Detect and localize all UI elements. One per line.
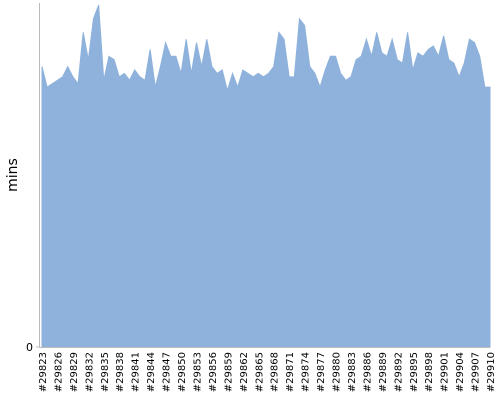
x-tick-label: #29886 (362, 352, 373, 392)
x-tick-label: #29898 (424, 352, 435, 392)
x-tick-label: #29835 (100, 352, 111, 392)
x-tick-label: #29859 (223, 352, 234, 392)
x-tick-label: #29856 (208, 352, 219, 392)
x-tick-label: #29853 (192, 352, 203, 392)
x-tick-label: #29904 (455, 352, 466, 392)
x-tick-label: #29844 (146, 352, 157, 392)
y-tick-label: 0 (26, 341, 33, 354)
x-tick-label: #29832 (84, 352, 95, 392)
x-tick-label: #29874 (301, 352, 312, 392)
x-tick-label: #29865 (254, 352, 265, 392)
x-tick-label: #29883 (347, 352, 358, 392)
x-tick-label: #29823 (38, 352, 49, 392)
x-tick-label: #29829 (69, 352, 80, 392)
x-tick-label: #29892 (393, 352, 404, 392)
x-tick-label: #29847 (162, 352, 173, 392)
x-tick-label: #29841 (131, 352, 142, 392)
y-axis-label: mins (5, 158, 21, 192)
x-tick-label: #29868 (270, 352, 281, 392)
x-tick-label: #29901 (440, 352, 451, 392)
x-tick-label: #29871 (285, 352, 296, 392)
x-tick-label: #29877 (316, 352, 327, 392)
x-tick-label: #29838 (115, 352, 126, 392)
x-tick-label: #29862 (239, 352, 250, 392)
x-tick-label: #29907 (471, 352, 482, 392)
x-tick-label: #29889 (378, 352, 389, 392)
x-tick-label: #29850 (177, 352, 188, 392)
x-tick-label: #29895 (409, 352, 420, 392)
area (41, 4, 491, 348)
x-tick-label: #29880 (332, 352, 343, 392)
x-tick-label: #29826 (53, 352, 64, 392)
x-tick-label: #29910 (486, 352, 497, 392)
